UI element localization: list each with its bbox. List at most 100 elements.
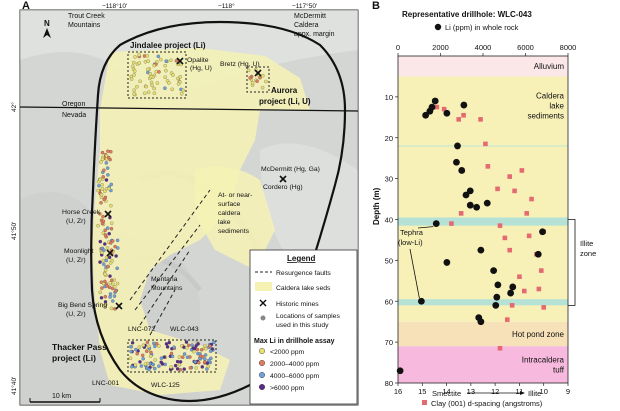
drillhole-dot (101, 258, 106, 263)
drillhole-dot (148, 71, 153, 76)
legend-bin-label: 2000–4000 ppm (270, 361, 319, 368)
drillhole-dot (99, 296, 104, 300)
drillhole-dot (113, 244, 117, 249)
drillhole-dot (200, 365, 205, 369)
drillhole-dot (145, 54, 150, 58)
tephra-arrow-upper (417, 226, 434, 229)
drillhole-dot (101, 219, 106, 223)
drillhole-dot (207, 358, 211, 363)
lnc072-label: LNC-072 (128, 326, 155, 333)
drillhole-dot (143, 60, 148, 64)
moonlight-l2: (U, Zr) (66, 257, 86, 264)
chart-title: Representative drillhole: WLC-043 (402, 10, 532, 19)
y-axis-label: Depth (m) (372, 187, 381, 225)
drillhole-dot (182, 352, 187, 356)
drillhole-dot (192, 349, 196, 354)
drillhole-dot (203, 353, 208, 357)
drillhole-dot (97, 184, 101, 188)
north-arrow: N (43, 19, 51, 38)
top-tick-label: 0 (396, 43, 400, 52)
legend-bin-swatch (259, 384, 266, 391)
mcdermitt-caldera-l1: McDermitt (294, 13, 326, 20)
clay-bands (398, 145, 568, 306)
drillhole-dots (96, 53, 268, 372)
drillhole-dot (116, 246, 120, 250)
drillhole-dot (141, 343, 146, 348)
drillhole-dot (246, 68, 251, 73)
li-point (460, 101, 468, 109)
drillhole-dot (103, 233, 108, 237)
li-point (462, 191, 470, 199)
bottom-tick-label: 12 (491, 387, 499, 396)
zone-label: Hot pond zone (512, 330, 565, 339)
clay-point (461, 112, 466, 118)
drillhole-dot (169, 365, 173, 369)
drillhole-dot (152, 91, 157, 95)
scale-bar-label: 10 km (52, 393, 71, 400)
drillhole-dot (100, 286, 104, 290)
drillhole-dot (132, 92, 136, 96)
lnc001-label: LNC-001 (92, 380, 119, 387)
drillhole-dot (157, 70, 161, 74)
clay-point (497, 223, 503, 228)
illite-zone-l2: zone (580, 249, 596, 258)
legend-bin-label: 4000–6000 ppm (270, 373, 319, 380)
drillhole-dot (102, 304, 106, 308)
legend-bin-swatch (259, 372, 266, 379)
top-tick-label: 4000 (475, 43, 492, 52)
mine-moonlight (106, 249, 114, 257)
li-point (432, 220, 440, 227)
drillhole-dot (177, 363, 182, 367)
drillhole-dot (186, 343, 191, 348)
drillhole-dot (164, 342, 169, 346)
legend-bins: <2000 ppm 2000–4000 ppm 4000–6000 ppm >6000… (259, 348, 319, 392)
drillhole-dot (135, 351, 139, 356)
wlc043-label: WLC-043 (170, 326, 199, 333)
drillhole-dot (163, 75, 167, 79)
drillhole-dot (106, 264, 110, 269)
drillhole-dot (98, 260, 102, 264)
drillhole-dot (102, 248, 106, 252)
drillhole-dot (100, 157, 105, 161)
drillhole-dot (199, 348, 204, 352)
drillhole-dot (100, 183, 104, 187)
clay-point (478, 117, 483, 122)
drillhole-dot (144, 84, 149, 89)
li-point (422, 111, 430, 119)
drillhole-dot (159, 360, 163, 364)
montana-l2: Mountains (151, 285, 183, 292)
drillhole-dot (132, 60, 136, 65)
drillhole-dot (104, 258, 109, 263)
li-point (454, 142, 461, 150)
drillhole-dot (180, 355, 185, 359)
at-near-l1: At- or near- (218, 192, 252, 199)
drillhole-dot (152, 63, 156, 68)
bottom-axis: 16 15 14 13 12 11 10 9 Smectite Illite (394, 383, 570, 398)
mcdermitt-mine-label: McDermitt (Hg, Ga) (261, 166, 320, 173)
li-point (509, 283, 517, 291)
at-near-l4: lake (218, 219, 231, 226)
zone-label: tuff (553, 366, 565, 375)
drillhole-dot (178, 75, 183, 79)
drillhole-dot (138, 79, 142, 84)
drillhole-dot (132, 88, 136, 92)
drillhole-dot (107, 231, 111, 236)
drillhole-dot (103, 272, 107, 276)
drillhole-dot (147, 367, 151, 372)
illite-bracket (568, 219, 576, 306)
lat-tick-1: 42° (10, 102, 18, 112)
cordero-label: Cordero (Hg) (263, 184, 303, 191)
drillhole-dot (175, 367, 180, 371)
clay-point (509, 303, 515, 308)
lat-tick-2: 41°50' (10, 222, 18, 240)
drillhole-dot (248, 76, 252, 80)
at-near-l3: caldera (218, 210, 241, 217)
clay-point (441, 106, 447, 112)
drillhole-dot (181, 88, 185, 93)
drillhole-dot (177, 355, 182, 359)
tephra-l2: (low-Li) (398, 238, 423, 247)
legend-clay-marker (422, 400, 427, 405)
clay-point (456, 117, 462, 122)
top-tick-label: 2000 (432, 43, 449, 52)
